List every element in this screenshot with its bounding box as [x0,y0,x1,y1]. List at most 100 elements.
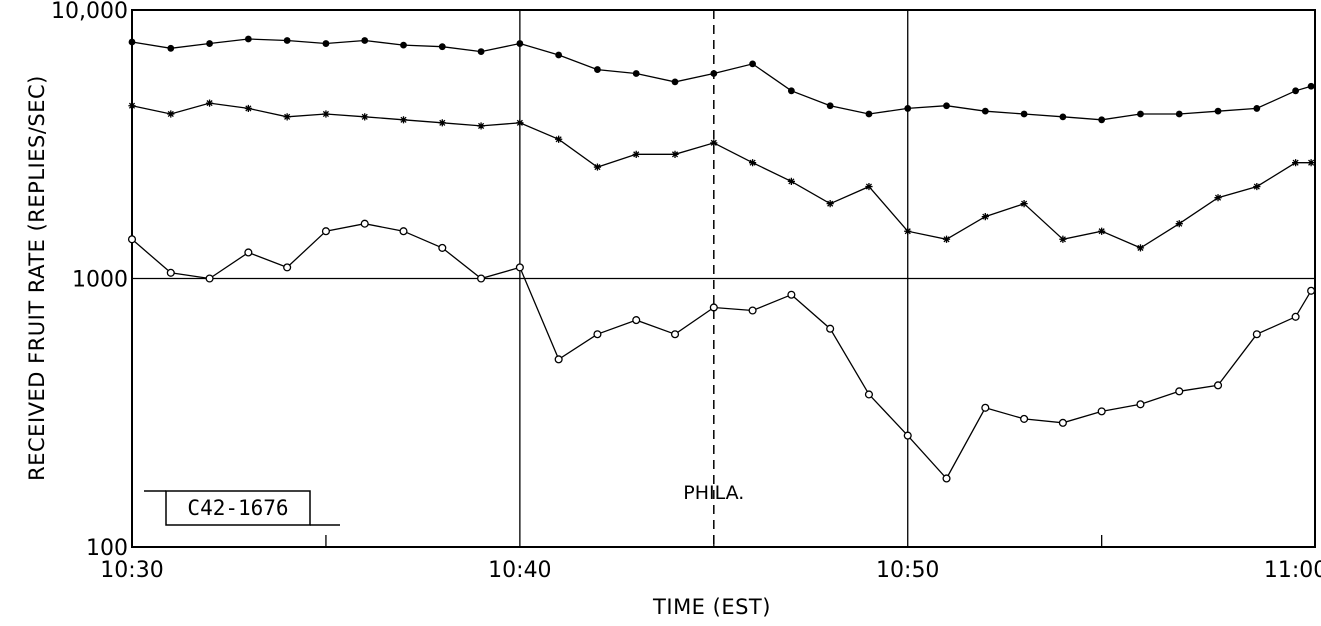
data-point [1097,407,1106,416]
y-tick-label: 1000 [72,268,128,293]
data-point [1252,330,1261,339]
data-point [942,235,951,243]
y-tick-labels: 100 1000 10,000 [51,0,128,561]
data-point [438,119,446,127]
data-point [167,44,175,52]
y-axis-title: RECEIVED FRUIT RATE (REPLIES/SEC) [25,75,49,481]
data-point [1098,227,1106,235]
series-line [131,223,1312,480]
data-point [748,159,757,167]
data-point [128,102,136,110]
data-point [555,135,563,143]
data-point [826,102,834,110]
data-point [787,290,796,299]
data-point [1098,116,1106,124]
data-point [864,390,874,399]
data-point [826,200,834,208]
data-point [709,303,718,312]
data-point [1307,286,1316,295]
data-point [981,403,990,412]
data-point [942,474,951,483]
x-tick-label: 11:00 [1264,558,1321,583]
data-point [515,263,524,272]
data-point [671,150,679,158]
data-point [748,306,757,315]
data-point [1020,414,1029,423]
data-point [322,40,330,47]
series-line [131,38,1312,121]
data-point [1059,235,1067,243]
data-point [865,182,873,191]
data-point [1175,110,1183,118]
data-point [904,227,912,235]
data-point [1214,194,1222,202]
data-point [1292,87,1300,95]
phila-label: PHILA. [683,482,744,504]
data-point [127,235,137,244]
data-point [477,274,486,283]
data-point [322,110,330,118]
data-point [593,163,602,171]
data-point [904,105,912,112]
data-point [787,87,795,95]
series-open-circle [127,219,1316,483]
x-axis-title: TIME (EST) [652,595,771,619]
data-point [1253,182,1261,191]
data-point [594,66,601,73]
data-point [244,35,252,43]
data-point [361,37,369,44]
plot-frame [131,9,1316,548]
data-point [166,268,175,277]
data-point [1136,400,1145,409]
data-point [1214,107,1222,115]
data-point [632,150,640,158]
data-point [1020,110,1028,118]
series-line [131,102,1312,249]
data-point [1137,110,1144,118]
sample-id-box: C42-1676 [144,490,340,526]
data-point [244,104,252,113]
data-point [1059,113,1067,121]
data-point [244,248,253,257]
data-point [787,177,795,185]
data-point [438,243,447,252]
data-point [981,107,989,115]
data-point [283,113,291,121]
data-point [361,113,369,121]
data-point [128,38,136,46]
data-point [360,219,369,228]
data-point [865,110,873,118]
series-group [127,35,1316,483]
data-point [555,51,563,59]
data-point [1175,220,1183,228]
data-point [399,116,408,124]
x-tick-label: 10:50 [876,558,939,583]
series-star [128,99,1315,252]
data-point [749,60,756,68]
data-point [1253,105,1261,112]
data-point [399,227,408,236]
data-point [1292,159,1300,167]
data-point [1307,82,1315,90]
data-point [671,78,679,86]
data-point [1213,381,1223,390]
data-point [981,213,989,221]
x-tick-labels: 10:30 10:40 10:50 11:00 [100,558,1321,583]
data-point [710,139,718,147]
data-point [477,122,485,130]
data-point [283,37,291,44]
y-tick-label: 10,000 [51,0,128,24]
data-point [593,330,602,339]
series-filled-circle [128,35,1315,124]
data-point [516,40,524,47]
data-point [943,102,950,110]
data-point [1058,418,1067,427]
data-point [167,110,175,118]
sample-id-label: C42-1676 [187,496,288,520]
data-point [205,274,214,283]
data-point [283,263,292,272]
y-tick-label: 100 [86,536,128,561]
data-point [1175,387,1184,396]
data-point [554,355,563,364]
